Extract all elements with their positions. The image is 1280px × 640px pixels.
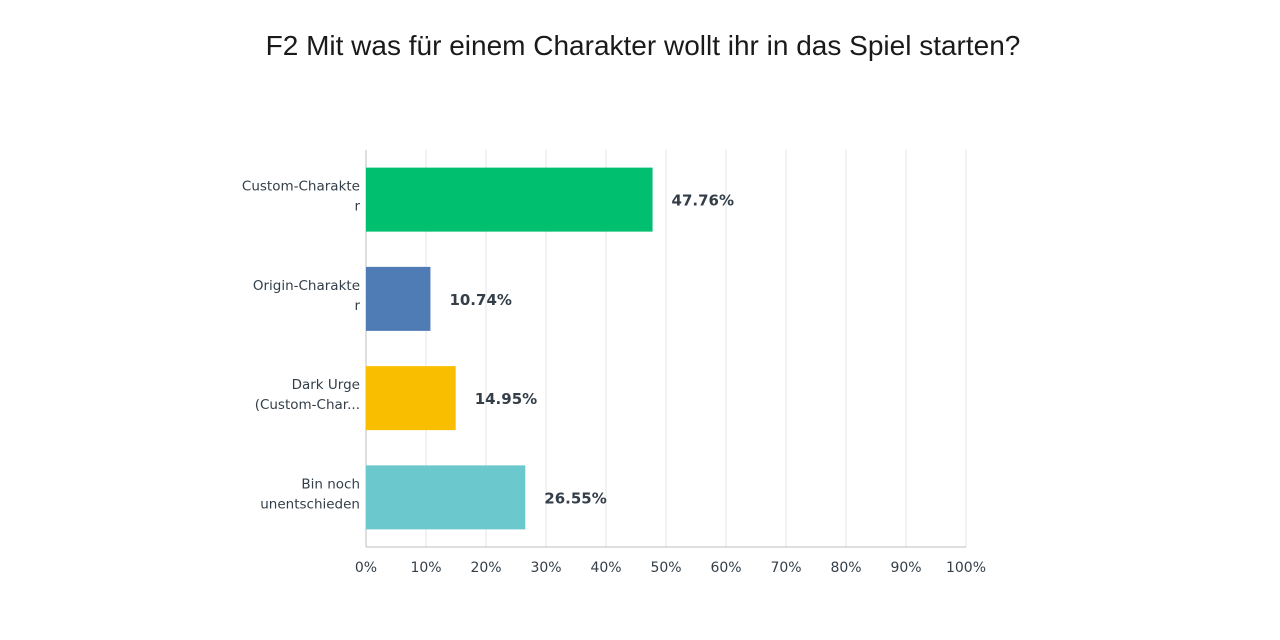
bar-4 [366,465,526,530]
x-tick-label-20: 20% [470,560,501,576]
x-tick-label-40: 40% [590,560,621,576]
bar-2 [366,266,431,331]
x-tick-label-0: 0% [355,560,377,576]
bar-1 [366,167,653,232]
category-label-3-line-2: (Custom-Char... [255,397,360,413]
x-tick-label-30: 30% [530,560,561,576]
category-label-4-line-2: unentschieden [260,496,360,512]
value-label-1: 47.76% [672,192,734,210]
category-label-2-line-2: r [354,298,360,314]
bar-3 [366,366,456,431]
x-tick-label-90: 90% [890,560,921,576]
category-label-1-line-2: r [354,199,360,215]
category-label-4-line-1: Bin noch [301,476,360,492]
category-label-2-line-1: Origin-Charakte [253,278,360,294]
value-label-3: 14.95% [475,390,537,408]
value-label-2: 10.74% [449,291,511,309]
category-label-3-line-1: Dark Urge [292,377,360,393]
x-tick-label-60: 60% [710,560,741,576]
x-tick-label-80: 80% [830,560,861,576]
x-tick-label-50: 50% [650,560,681,576]
x-tick-label-100: 100% [946,560,986,576]
chart-title: F2 Mit was für einem Charakter wollt ihr… [265,30,1021,61]
category-label-1-line-1: Custom-Charakte [242,179,360,195]
x-tick-label-10: 10% [410,560,441,576]
x-tick-label-70: 70% [770,560,801,576]
value-label-4: 26.55% [544,489,606,507]
